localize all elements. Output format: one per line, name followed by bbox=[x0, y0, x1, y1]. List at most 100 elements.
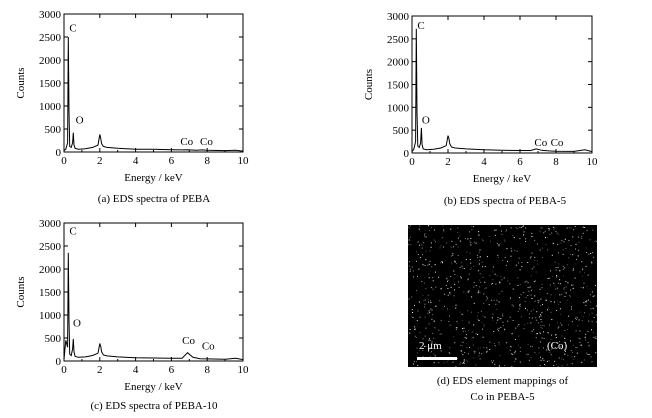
co-dot bbox=[499, 225, 501, 227]
co-dot bbox=[493, 360, 495, 362]
co-dot bbox=[473, 357, 475, 359]
x-tick-label: 6 bbox=[169, 155, 175, 167]
co-dot bbox=[549, 277, 551, 279]
co-dot bbox=[451, 240, 453, 242]
co-dot bbox=[432, 277, 434, 279]
co-dot bbox=[516, 250, 518, 252]
co-dot bbox=[449, 291, 451, 293]
co-dot bbox=[434, 327, 436, 329]
co-dot bbox=[485, 299, 487, 301]
co-dot bbox=[450, 293, 452, 295]
co-dot bbox=[596, 305, 597, 307]
peak-label: Co bbox=[180, 136, 193, 148]
co-dot bbox=[435, 271, 436, 273]
y-axis-label: Counts bbox=[15, 67, 27, 98]
co-dot bbox=[539, 288, 541, 290]
co-dot bbox=[520, 316, 522, 318]
co-dot bbox=[424, 233, 426, 234]
co-dot bbox=[460, 276, 462, 278]
co-dot bbox=[571, 356, 573, 358]
co-dot bbox=[456, 321, 458, 323]
co-dot bbox=[459, 266, 461, 268]
co-dot bbox=[491, 317, 493, 319]
co-dot bbox=[423, 299, 425, 301]
y-tick-label: 3000 bbox=[39, 218, 62, 230]
co-dot bbox=[556, 232, 558, 234]
co-dot bbox=[478, 234, 480, 236]
co-dot bbox=[511, 304, 513, 306]
co-dot bbox=[469, 240, 471, 242]
co-dot bbox=[510, 346, 512, 348]
map-caption: (d) EDS element mappings of Co in PEBA-5 bbox=[408, 373, 597, 405]
x-tick-label: 8 bbox=[204, 155, 210, 167]
co-dot bbox=[538, 352, 540, 354]
co-dot bbox=[587, 342, 589, 344]
co-dot bbox=[509, 297, 511, 299]
co-dot bbox=[559, 341, 561, 342]
co-distribution-dots bbox=[408, 225, 597, 367]
co-dot bbox=[503, 325, 504, 326]
co-dot bbox=[443, 293, 445, 295]
co-dot bbox=[567, 282, 569, 284]
y-tick-label: 1500 bbox=[39, 78, 62, 90]
co-dot bbox=[572, 359, 574, 361]
co-dot bbox=[507, 280, 509, 282]
co-dot bbox=[446, 361, 448, 363]
co-dot bbox=[467, 279, 469, 281]
co-dot bbox=[561, 239, 563, 241]
co-dot bbox=[517, 325, 518, 327]
co-dot bbox=[579, 330, 581, 332]
co-dot bbox=[418, 301, 420, 303]
co-dot bbox=[495, 234, 496, 236]
y-tick-label: 0 bbox=[56, 356, 62, 368]
co-dot bbox=[475, 242, 477, 244]
co-dot bbox=[467, 310, 469, 312]
co-dot bbox=[591, 329, 592, 331]
co-dot bbox=[450, 255, 452, 257]
co-dot bbox=[541, 283, 543, 285]
co-dot bbox=[457, 237, 459, 239]
co-dot bbox=[454, 261, 456, 263]
co-dot bbox=[527, 295, 529, 296]
plot-frame bbox=[63, 222, 244, 362]
co-dot bbox=[540, 326, 542, 328]
co-dot bbox=[524, 281, 526, 283]
co-dot bbox=[423, 264, 424, 266]
co-dot bbox=[544, 230, 546, 232]
co-dot bbox=[416, 347, 418, 349]
co-dot bbox=[470, 238, 472, 239]
x-tick-label: 10 bbox=[238, 155, 250, 167]
y-tick-label: 0 bbox=[56, 147, 62, 159]
co-dot bbox=[450, 228, 452, 230]
co-dot bbox=[446, 242, 448, 244]
co-dot bbox=[567, 354, 569, 356]
co-dot bbox=[465, 330, 466, 332]
co-dot bbox=[506, 248, 508, 250]
co-dot bbox=[586, 274, 588, 276]
co-dot bbox=[419, 225, 421, 227]
co-dot bbox=[409, 268, 411, 270]
co-dot bbox=[587, 354, 589, 355]
co-dot bbox=[584, 227, 586, 228]
co-dot bbox=[417, 241, 419, 243]
co-dot bbox=[557, 300, 559, 302]
co-dot bbox=[479, 286, 481, 288]
co-dot bbox=[409, 333, 411, 334]
y-tick-label: 2500 bbox=[39, 241, 62, 253]
co-dot bbox=[564, 296, 566, 297]
co-dot bbox=[422, 254, 424, 256]
co-dot bbox=[424, 299, 426, 301]
co-dot bbox=[498, 341, 500, 343]
co-dot bbox=[430, 343, 432, 345]
co-dot bbox=[545, 299, 547, 301]
co-dot bbox=[469, 290, 470, 292]
co-dot bbox=[446, 278, 448, 280]
co-dot bbox=[594, 240, 596, 242]
co-dot bbox=[469, 259, 471, 260]
co-dot bbox=[429, 347, 431, 349]
co-dot bbox=[582, 226, 584, 228]
co-dot bbox=[409, 265, 410, 267]
co-dot bbox=[536, 311, 538, 313]
co-dot bbox=[552, 242, 554, 244]
co-dot bbox=[550, 270, 551, 272]
